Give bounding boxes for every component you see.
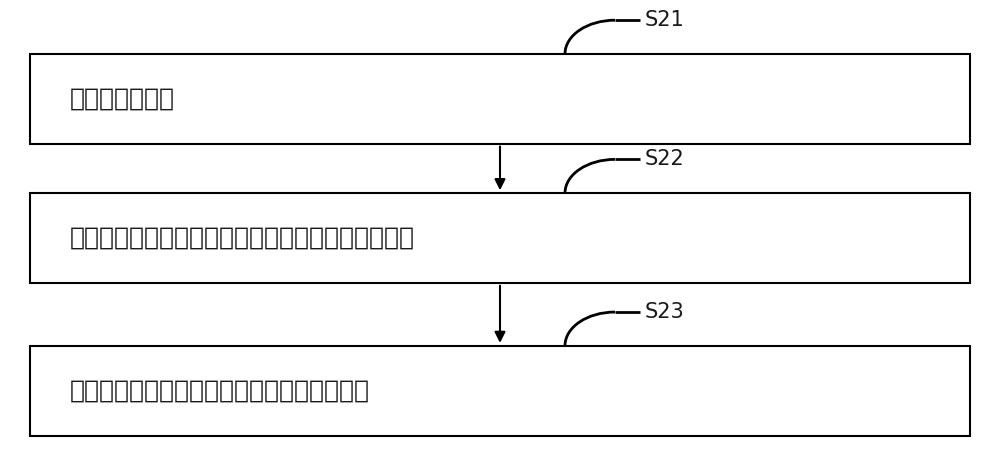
Text: 将混合液进行荧光光谱检测或荧光成像检测。: 将混合液进行荧光光谱检测或荧光成像检测。: [70, 379, 370, 403]
Text: 提供待测样本；: 提供待测样本；: [70, 87, 175, 111]
Text: S23: S23: [645, 302, 685, 322]
Text: 将待测样本和荧光探针混合进行孵育，得到混合液；: 将待测样本和荧光探针混合进行孵育，得到混合液；: [70, 226, 415, 250]
Text: S21: S21: [645, 10, 685, 30]
Bar: [30, 54, 970, 144]
Text: S22: S22: [645, 150, 685, 169]
Bar: [30, 346, 970, 436]
Bar: [30, 193, 970, 283]
